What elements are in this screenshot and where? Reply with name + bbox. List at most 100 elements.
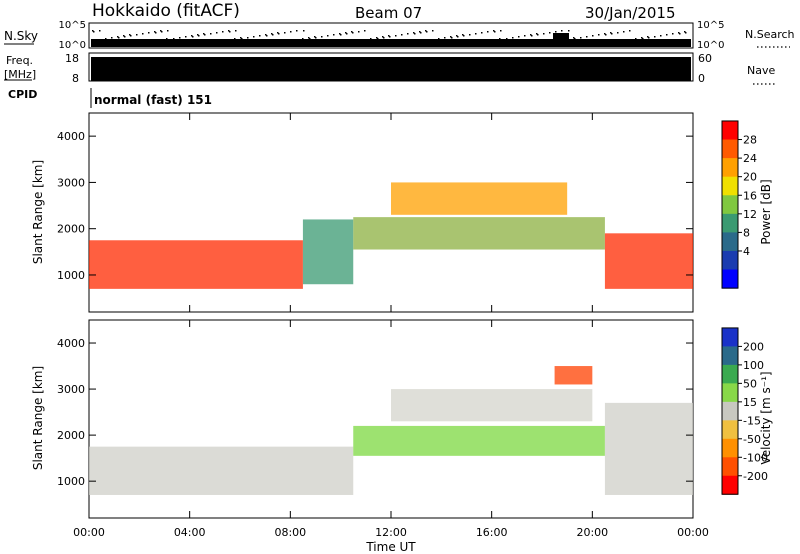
nsky-point [457,36,459,38]
velocity-colorbar-tick: 100 [743,359,764,372]
nsky-point [346,33,348,35]
xtick-label: 00:00 [677,526,709,539]
nsky-point [506,38,508,40]
nsky-point [352,32,354,34]
nsky-point [142,33,144,35]
nsky-point [469,34,471,36]
nsky-point [308,37,310,39]
velocity-colorbar-tick: 200 [743,340,764,353]
nsky-point [204,34,206,36]
nsky-point [222,31,224,33]
nave-tick-bottom: 0 [698,72,705,85]
nsky-point [340,34,342,36]
nsky-point [487,31,489,33]
xtick-label: 20:00 [576,526,608,539]
nsky-point [420,32,422,34]
xtick-label: 00:00 [73,526,105,539]
nsky-point [99,30,101,32]
nsky-tick-top-right: 10^5 [697,20,724,31]
nsky-point [407,33,409,35]
nsky-point [432,30,434,32]
nsky-point [598,34,600,36]
power-colorbar-tick: 20 [743,171,757,184]
power-colorbar-tick: 8 [743,226,750,239]
nsky-point [543,33,545,35]
nsky-point [377,38,379,40]
power-echo-region [604,233,693,289]
cpid-value: normal (fast) 151 [94,93,212,107]
xlabel: Time UT [365,540,416,554]
nsky-point [179,37,181,39]
xtick-label: 04:00 [174,526,206,539]
nsky-point [382,36,384,38]
power-echo-region [353,217,605,250]
nsky-point [462,34,464,36]
nsky-point [401,34,403,36]
power-colorbar-swatch [722,176,738,196]
power-ytick-label: 3000 [57,176,85,189]
velocity-colorbar-tick: -50 [743,433,761,446]
nsky-point [679,33,681,35]
velocity-ytick-label: 2000 [57,429,85,442]
velocity-colorbar-tick: 50 [743,377,757,390]
nsky-point [629,30,631,32]
nsky-point [647,36,649,38]
nsky-point [573,37,575,39]
nsky-point [395,35,397,37]
nsky-point [123,35,125,37]
nsky-point [93,31,95,33]
nsky-point [241,38,243,40]
nsky-point [660,35,662,37]
nsky-point [105,38,107,40]
nsky-point [414,33,416,35]
nsky-point [512,37,514,39]
station-title: Hokkaido (fitACF) [92,1,240,21]
nsky-point [500,30,502,32]
nsky-point [586,36,588,38]
velocity-echo-region [391,389,593,422]
power-colorbar-swatch [722,269,738,289]
nsky-point [197,34,199,36]
nsky-point [166,38,168,40]
velocity-colorbar-tick: -200 [743,470,768,483]
nsky-point [530,34,532,36]
nsky-point [654,36,656,38]
nsky-point [192,36,194,38]
xtick-label: 16:00 [476,526,508,539]
nsky-point [611,33,613,35]
nsky-point [383,37,385,39]
velocity-ytick-label: 4000 [57,337,85,350]
power-colorbar-swatch [722,232,738,252]
nsky-label: N.Sky [4,29,38,43]
nsky-point [438,38,440,40]
nsky-point [234,38,236,40]
nsky-point [358,31,360,33]
nsky-point [499,38,501,40]
nsky-point [425,30,427,32]
power-echo-region [391,182,568,215]
nsky-point [685,32,687,34]
nsky-point [451,37,453,39]
nsky-point [129,34,131,36]
power-colorbar-swatch [722,158,738,178]
nsky-point [494,31,496,33]
cpid-label: CPID [8,88,37,101]
nsky-point [228,30,230,32]
nsky-point [327,35,329,37]
nsky-strip: N.Sky 10^5 10^0 10^5 10^0 N.Search [4,20,795,51]
velocity-colorbar-swatch [722,327,738,347]
date-title: 30/Jan/2015 [585,4,676,22]
nsky-point [271,33,273,35]
nsky-point [277,32,279,34]
nsky-point [148,32,150,34]
nsky-point [635,38,637,40]
nsky-point [568,30,570,32]
nsky-point [351,31,353,33]
nsky-point [666,34,668,36]
nsky-point [216,32,218,34]
power-colorbar-swatch [722,139,738,159]
nsky-point [536,33,538,35]
nsky-point [117,36,119,38]
power-colorbar-swatch [722,250,738,271]
velocity-echo-region [89,446,354,495]
